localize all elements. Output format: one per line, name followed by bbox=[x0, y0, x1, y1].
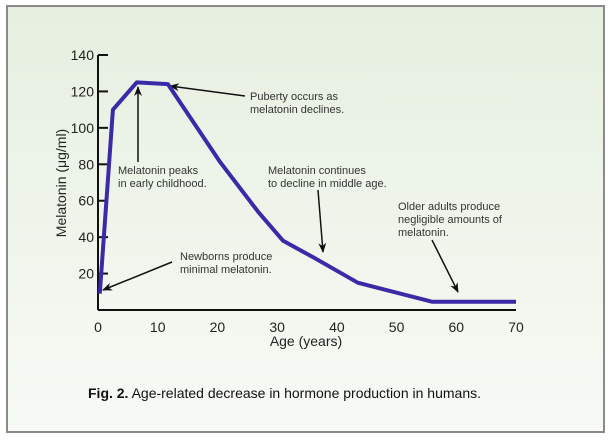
annotation-arrow bbox=[317, 189, 327, 253]
x-tick-label: 30 bbox=[269, 319, 285, 335]
melatonin-series-line bbox=[97, 80, 516, 304]
y-tick-label: 40 bbox=[78, 229, 94, 245]
caption-label: Fig. 2. bbox=[88, 385, 128, 401]
x-tick-label: 50 bbox=[389, 319, 405, 335]
y-tick-label: 100 bbox=[71, 120, 95, 136]
y-tick-label: 120 bbox=[71, 83, 95, 99]
annotation-text: Melatonin continues to decline in middle … bbox=[268, 165, 387, 190]
x-tick-label: 0 bbox=[94, 319, 102, 335]
x-tick-label: 70 bbox=[508, 319, 524, 335]
figure-frame bbox=[6, 5, 605, 433]
x-tick-label: 60 bbox=[448, 319, 464, 335]
annotation-text: Newborns produce minimal melatonin. bbox=[180, 251, 272, 276]
y-tick-label: 140 bbox=[71, 47, 95, 63]
figure-caption: Fig. 2. Age-related decrease in hormone … bbox=[88, 385, 481, 401]
annotation-text: Melatonin peaks in early childhood. bbox=[118, 165, 207, 190]
y-tick-label: 60 bbox=[78, 193, 94, 209]
caption-text: Age-related decrease in hormone producti… bbox=[128, 385, 481, 401]
annotation-arrow bbox=[102, 261, 173, 291]
x-tick-label: 40 bbox=[329, 319, 345, 335]
annotation-text: Puberty occurs as melatonin declines. bbox=[250, 91, 344, 116]
annotation-text: Older adults produce negligible amounts o… bbox=[398, 201, 503, 239]
x-tick-label: 10 bbox=[150, 319, 166, 335]
y-axis-label: Melatonin (μg/ml) bbox=[53, 129, 69, 237]
y-tick-label: 20 bbox=[78, 266, 94, 282]
x-tick-label: 20 bbox=[210, 319, 226, 335]
x-axis-label: Age (years) bbox=[270, 333, 342, 349]
y-tick-label: 80 bbox=[78, 156, 94, 172]
annotation-arrow bbox=[169, 83, 246, 97]
annotation-arrow bbox=[431, 239, 459, 293]
